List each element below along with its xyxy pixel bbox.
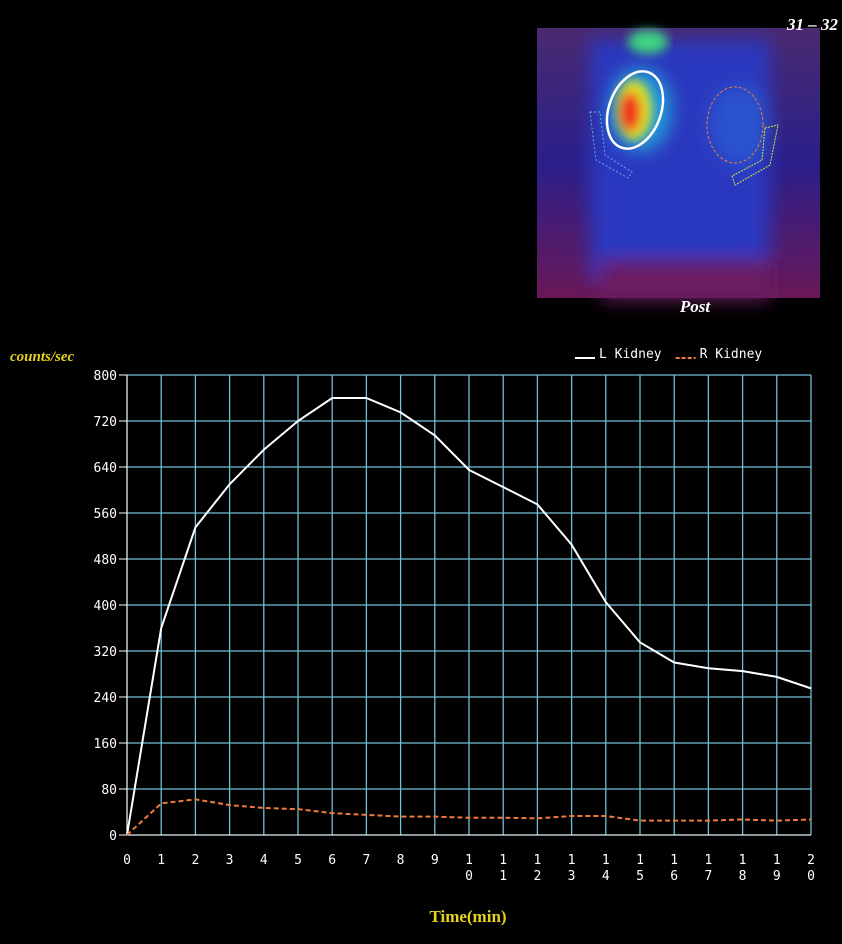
x-tick-label: 5 (294, 853, 302, 868)
y-tick-label: 0 (109, 829, 117, 844)
y-tick-label: 560 (94, 507, 117, 522)
x-axis-label: Time(min) (429, 907, 506, 926)
y-tick-label: 160 (94, 737, 117, 752)
x-tick-label: 6 (328, 853, 336, 868)
x-tick-label: 9 (431, 853, 439, 868)
x-tick-label: 8 (397, 853, 405, 868)
y-tick-label: 720 (94, 415, 117, 430)
x-tick-label: 7 (362, 853, 370, 868)
x-tick-label: 2 (191, 853, 199, 868)
legend-label: R Kidney (700, 347, 763, 362)
x-tick-label: 1 (157, 853, 165, 868)
view-label: Post (679, 297, 712, 316)
y-tick-label: 80 (101, 783, 117, 798)
y-tick-label: 640 (94, 461, 117, 476)
x-tick-label: 3 (226, 853, 234, 868)
x-tick-label: 4 (260, 853, 268, 868)
y-tick-label: 240 (94, 691, 117, 706)
y-tick-label: 480 (94, 553, 117, 568)
screen: 31 – 32 Post counts/sec Time(min) 080160… (0, 0, 842, 944)
scintigraphy-image: 31 – 32 Post (537, 15, 839, 316)
y-tick-label: 800 (94, 369, 117, 384)
legend-label: L Kidney (599, 347, 662, 362)
y-tick-label: 320 (94, 645, 117, 660)
y-axis-label: counts/sec (10, 349, 75, 365)
frame-label: 31 – 32 (786, 15, 839, 34)
x-tick-label: 0 (123, 853, 131, 868)
y-tick-label: 400 (94, 599, 117, 614)
